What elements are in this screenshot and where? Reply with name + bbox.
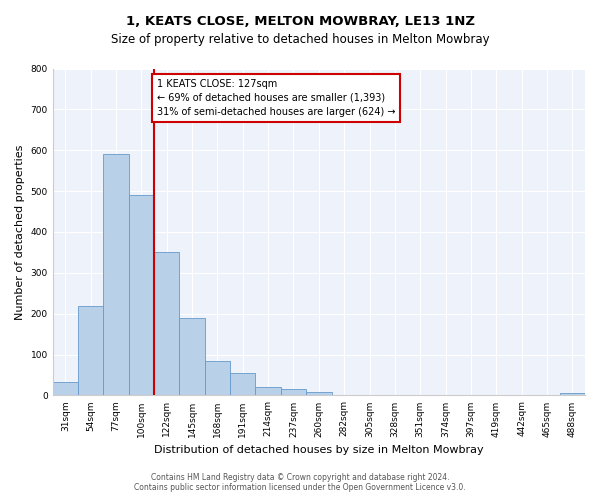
Bar <box>154 252 179 396</box>
Bar <box>306 392 332 396</box>
Y-axis label: Number of detached properties: Number of detached properties <box>15 144 25 320</box>
X-axis label: Distribution of detached houses by size in Melton Mowbray: Distribution of detached houses by size … <box>154 445 484 455</box>
Text: Size of property relative to detached houses in Melton Mowbray: Size of property relative to detached ho… <box>110 32 490 46</box>
Bar <box>53 382 78 396</box>
Bar <box>230 373 256 396</box>
Text: Contains HM Land Registry data © Crown copyright and database right 2024.
Contai: Contains HM Land Registry data © Crown c… <box>134 473 466 492</box>
Bar <box>179 318 205 396</box>
Text: 1 KEATS CLOSE: 127sqm
← 69% of detached houses are smaller (1,393)
31% of semi-d: 1 KEATS CLOSE: 127sqm ← 69% of detached … <box>157 78 395 116</box>
Bar <box>256 388 281 396</box>
Bar <box>281 390 306 396</box>
Bar <box>129 195 154 396</box>
Text: 1, KEATS CLOSE, MELTON MOWBRAY, LE13 1NZ: 1, KEATS CLOSE, MELTON MOWBRAY, LE13 1NZ <box>125 15 475 28</box>
Bar <box>205 360 230 396</box>
Bar <box>78 306 103 396</box>
Bar <box>560 392 585 396</box>
Bar <box>103 154 129 396</box>
